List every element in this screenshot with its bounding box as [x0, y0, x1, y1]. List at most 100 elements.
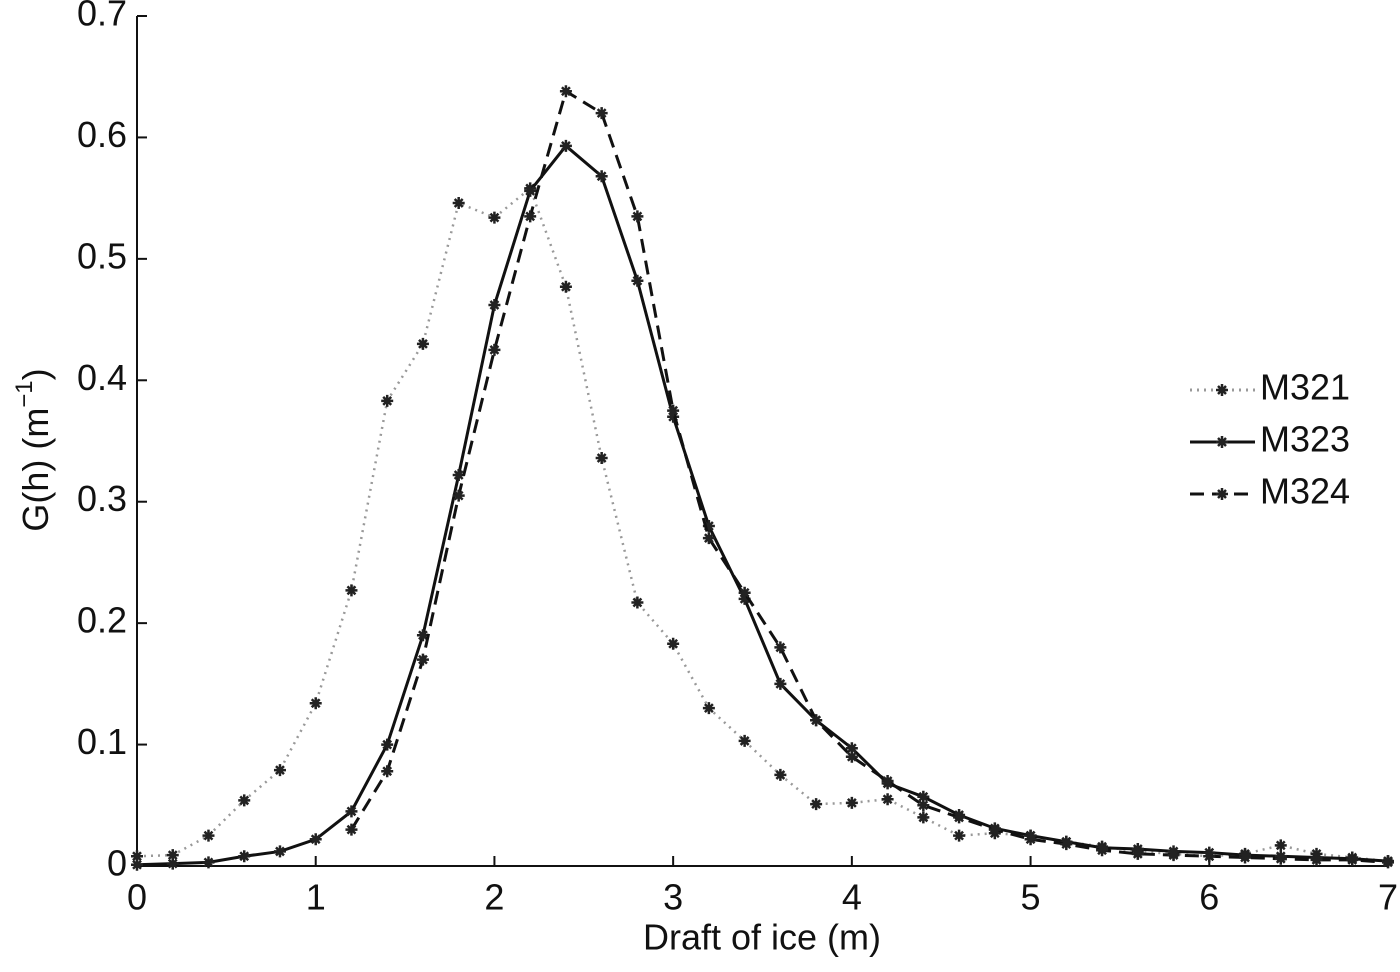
data-point	[1310, 853, 1323, 866]
data-point	[1203, 850, 1216, 863]
data-point	[953, 811, 966, 824]
data-point	[1024, 833, 1037, 846]
data-point	[881, 793, 894, 806]
data-point	[381, 394, 394, 407]
data-point	[309, 697, 322, 710]
data-point	[416, 337, 429, 350]
data-point	[488, 211, 501, 224]
data-point	[1382, 856, 1394, 869]
data-point	[166, 857, 179, 870]
data-point	[631, 274, 644, 287]
data-point	[774, 677, 787, 690]
y-label-exponent: −1	[11, 380, 38, 407]
data-point	[345, 805, 358, 818]
x-tick-label: 4	[842, 877, 862, 918]
data-point	[202, 856, 215, 869]
data-point	[452, 469, 465, 481]
y-tick-label: 0.4	[77, 357, 127, 398]
data-point	[738, 592, 751, 605]
data-point	[131, 858, 143, 871]
data-point	[595, 170, 608, 183]
y-label-end: )	[15, 368, 56, 380]
data-point	[702, 520, 715, 532]
data-point	[667, 404, 680, 417]
data-point	[810, 798, 823, 811]
data-point	[488, 343, 501, 356]
data-point	[845, 750, 858, 763]
data-point	[1346, 853, 1359, 866]
data-point	[381, 765, 394, 778]
data-point	[1167, 849, 1180, 862]
data-point	[416, 653, 429, 666]
data-point	[1274, 839, 1287, 852]
x-axis-label: Draft of ice (m)	[643, 917, 881, 958]
data-point	[595, 107, 608, 120]
data-point	[202, 829, 215, 842]
data-point	[166, 849, 179, 862]
data-point	[738, 734, 751, 747]
data-point	[273, 764, 286, 777]
data-point	[702, 532, 715, 545]
x-tick-label: 2	[484, 877, 504, 918]
data-point	[631, 210, 644, 223]
data-point	[845, 742, 858, 755]
data-point	[1060, 838, 1073, 851]
data-point	[774, 641, 787, 654]
legend-label: M324	[1260, 471, 1350, 512]
y-tick-label: 0.1	[77, 721, 127, 762]
data-point	[238, 794, 251, 807]
data-point	[988, 823, 1001, 836]
y-tick-label: 0.7	[77, 0, 127, 34]
data-point	[810, 714, 823, 727]
data-point	[881, 775, 894, 787]
data-point	[595, 452, 608, 464]
data-point	[738, 586, 751, 599]
data-point	[1131, 847, 1144, 860]
data-point	[381, 738, 394, 751]
data-point	[953, 829, 966, 842]
data-point	[774, 768, 787, 781]
data-point	[559, 85, 572, 98]
legend-label: M323	[1260, 419, 1350, 460]
legend-marker	[1216, 384, 1228, 396]
series-line	[136, 143, 1389, 867]
y-axis-label: G(h) (m−1)	[11, 368, 55, 531]
data-point	[131, 850, 143, 863]
data-point	[309, 833, 322, 846]
data-point	[452, 197, 465, 209]
legend-marker	[1216, 436, 1228, 448]
x-tick-label: 0	[127, 877, 147, 918]
data-point	[524, 210, 537, 223]
data-point	[345, 823, 358, 836]
data-point	[917, 790, 930, 803]
series-line	[350, 88, 1389, 864]
data-point	[524, 184, 537, 197]
x-tick-label: 5	[1021, 877, 1041, 918]
data-point	[631, 596, 644, 609]
data-point	[559, 280, 572, 293]
data-point	[345, 584, 358, 597]
x-tick-label: 3	[663, 877, 683, 918]
y-tick-label: 0.5	[77, 235, 127, 276]
data-point	[1274, 852, 1287, 865]
data-point	[238, 850, 251, 863]
data-point	[1096, 844, 1109, 857]
y-tick-label: 0.2	[77, 600, 127, 641]
series-line	[136, 186, 1389, 863]
data-point	[1239, 851, 1252, 864]
x-tick-label: 6	[1199, 877, 1219, 918]
data-point	[452, 489, 465, 502]
data-point	[559, 139, 572, 152]
x-tick-label: 7	[1378, 877, 1398, 918]
y-label-base: G(h) (m	[15, 408, 56, 532]
data-point	[416, 629, 429, 642]
legend-marker	[1216, 488, 1228, 500]
data-point	[273, 845, 286, 858]
data-point	[488, 299, 501, 311]
y-tick-label: 0.6	[77, 114, 127, 155]
y-tick-label: 0.3	[77, 478, 127, 519]
y-tick-label: 0	[107, 843, 127, 884]
data-point	[702, 702, 715, 715]
data-point	[667, 637, 680, 650]
